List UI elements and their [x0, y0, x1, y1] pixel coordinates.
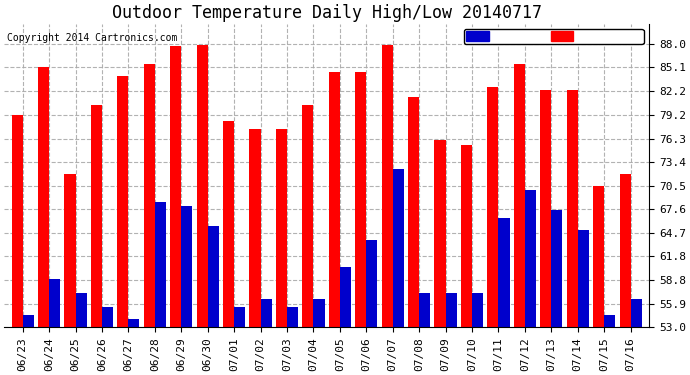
Bar: [102, 307, 113, 327]
Bar: [75, 293, 87, 327]
Bar: [461, 145, 472, 327]
Bar: [128, 319, 139, 327]
Bar: [287, 307, 298, 327]
Bar: [393, 170, 404, 327]
Bar: [117, 76, 128, 327]
Bar: [472, 293, 483, 327]
Bar: [144, 64, 155, 327]
Bar: [276, 129, 287, 327]
Legend: Low  (°F), High  (°F): Low (°F), High (°F): [464, 29, 644, 45]
Bar: [12, 115, 23, 327]
Title: Outdoor Temperature Daily High/Low 20140717: Outdoor Temperature Daily High/Low 20140…: [112, 4, 542, 22]
Bar: [170, 46, 181, 327]
Bar: [223, 121, 234, 327]
Bar: [302, 105, 313, 327]
Bar: [551, 210, 562, 327]
Bar: [261, 299, 272, 327]
Bar: [181, 206, 193, 327]
Bar: [604, 315, 615, 327]
Bar: [197, 45, 208, 327]
Bar: [208, 226, 219, 327]
Bar: [408, 97, 419, 327]
Bar: [540, 90, 551, 327]
Bar: [155, 202, 166, 327]
Bar: [620, 174, 631, 327]
Bar: [382, 45, 393, 327]
Bar: [355, 72, 366, 327]
Bar: [38, 68, 49, 327]
Bar: [498, 218, 509, 327]
Bar: [49, 279, 60, 327]
Text: Copyright 2014 Cartronics.com: Copyright 2014 Cartronics.com: [8, 33, 178, 43]
Bar: [234, 307, 245, 327]
Bar: [631, 299, 642, 327]
Bar: [514, 64, 525, 327]
Bar: [578, 230, 589, 327]
Bar: [328, 72, 340, 327]
Bar: [593, 186, 604, 327]
Bar: [23, 315, 34, 327]
Bar: [446, 293, 457, 327]
Bar: [64, 174, 75, 327]
Bar: [366, 240, 377, 327]
Bar: [340, 267, 351, 327]
Bar: [419, 293, 431, 327]
Bar: [487, 87, 498, 327]
Bar: [91, 105, 102, 327]
Bar: [525, 190, 536, 327]
Bar: [435, 140, 446, 327]
Bar: [566, 90, 578, 327]
Bar: [313, 299, 324, 327]
Bar: [250, 129, 261, 327]
